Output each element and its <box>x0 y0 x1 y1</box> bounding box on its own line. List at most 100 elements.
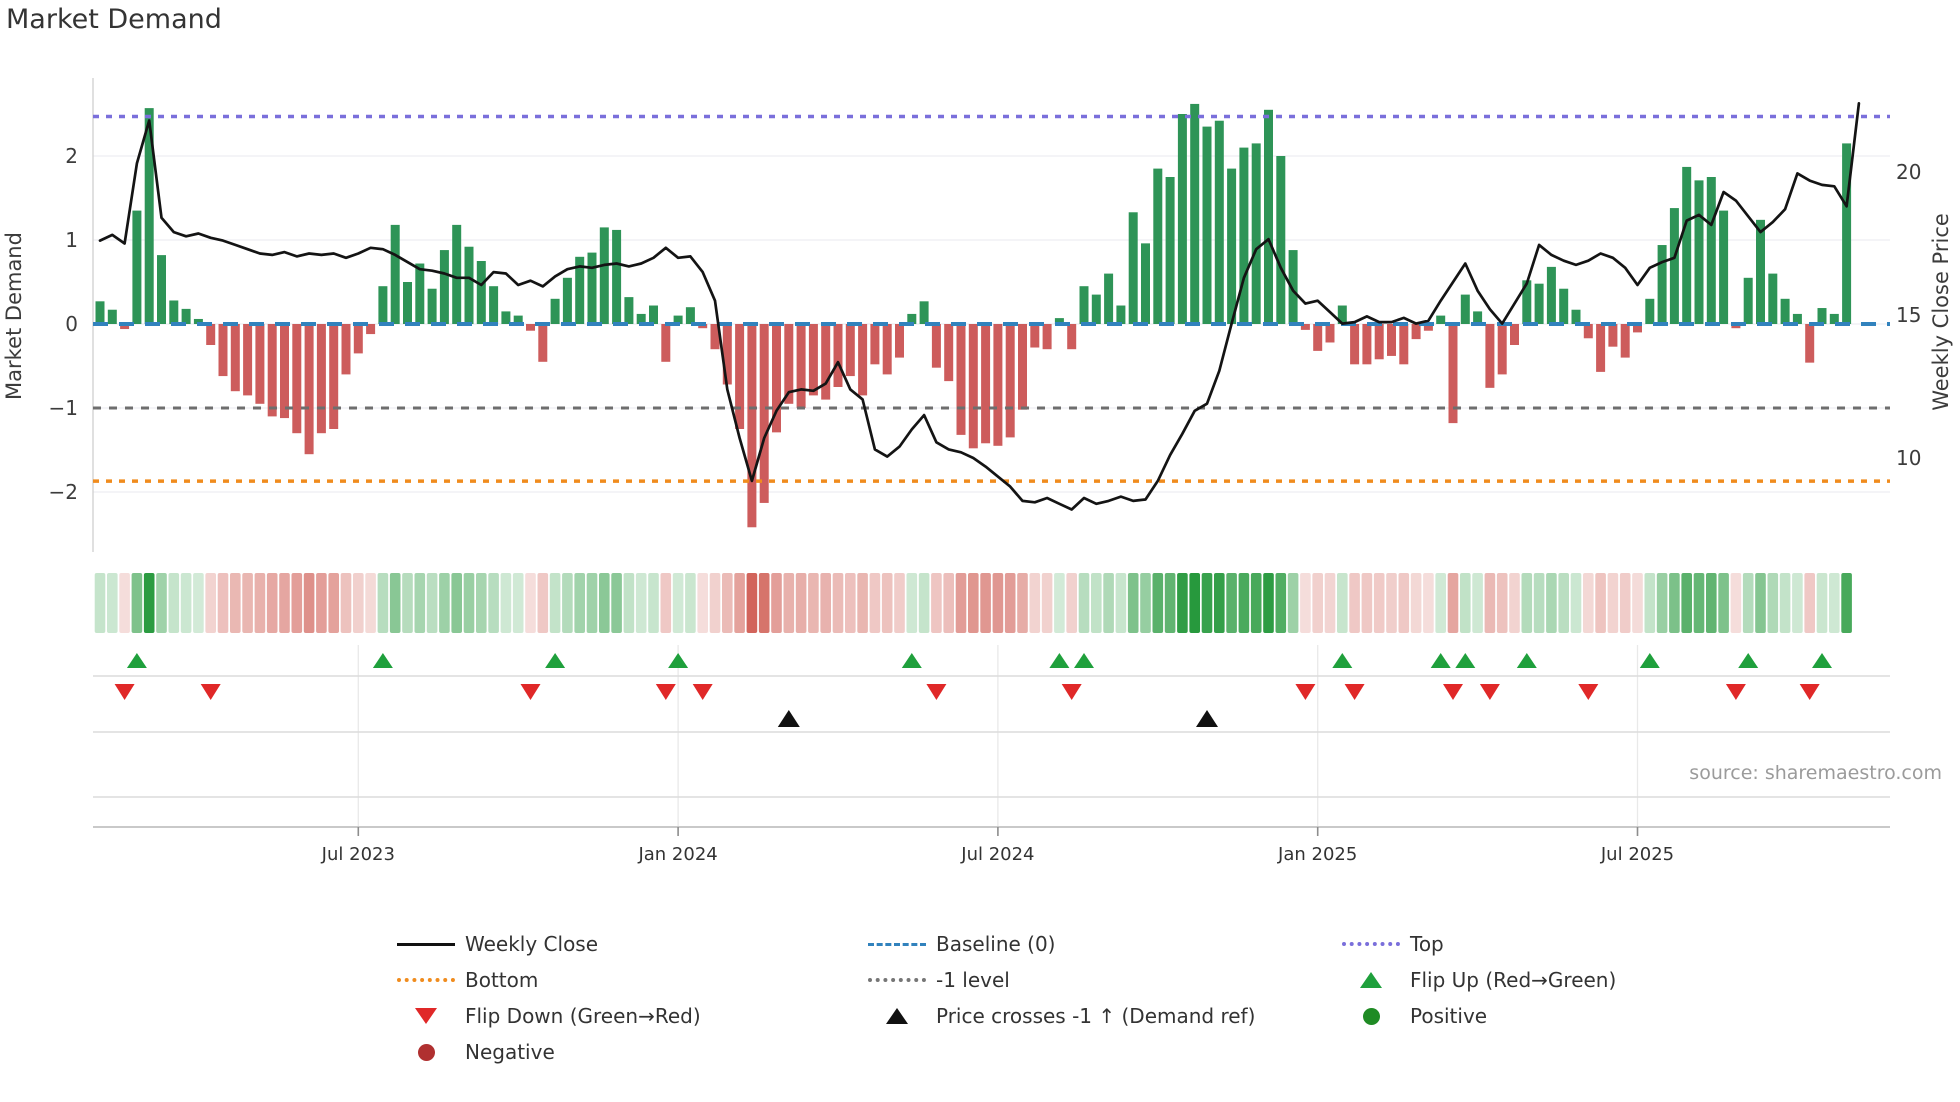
demand-bar-positive <box>95 301 105 324</box>
demand-bar-negative <box>1805 324 1815 363</box>
demand-bar-negative <box>292 324 302 434</box>
heatmap-cell <box>1595 573 1606 633</box>
demand-bar-negative <box>772 324 781 433</box>
demand-bar-positive <box>390 224 400 324</box>
heatmap-cell <box>820 573 831 633</box>
flip-down-marker <box>692 684 713 700</box>
heatmap-cell <box>758 573 770 633</box>
heatmap-cell <box>328 573 339 633</box>
heatmap-cell <box>525 573 536 633</box>
market-demand-chart: Jul 2023 Jan 2024 Jul 2024 Jan 2025 Jul 2025… <box>49 78 1921 865</box>
heatmap-cell <box>1238 573 1250 633</box>
flip-up-marker <box>1639 653 1660 668</box>
heatmap-cell <box>1509 573 1520 633</box>
weekly-close-line-icon <box>397 942 455 946</box>
flip-up-marker <box>1049 653 1070 668</box>
heatmap-cell <box>1054 573 1065 633</box>
heatmap-cell <box>722 573 733 633</box>
demand-bar-positive <box>169 300 179 324</box>
heatmap-cell <box>549 573 561 633</box>
demand-bar-negative <box>206 324 216 345</box>
demand-bar-negative <box>243 324 253 396</box>
demand-axis-tick-label: 1 <box>65 228 78 252</box>
demand-bar-negative <box>845 324 855 377</box>
demand-axis-tick-label: −1 <box>49 396 78 420</box>
heatmap-cell <box>1706 573 1717 633</box>
heatmap-cell <box>1177 573 1188 633</box>
demand-bar-positive <box>1682 166 1692 324</box>
flip-down-marker <box>1799 684 1820 700</box>
demand-bar-positive <box>1768 273 1778 324</box>
heatmap-cell <box>697 573 708 633</box>
demand-bar-positive <box>1719 210 1729 324</box>
heatmap-cell <box>1755 573 1766 633</box>
demand-bar-positive <box>107 309 117 324</box>
heatmap-cell <box>623 573 635 633</box>
demand-bar-negative <box>1596 324 1606 372</box>
legend-item-flip-up: Flip Up (Red→Green) <box>1342 962 1616 998</box>
legend-column-3: Top Flip Up (Red→Green) Positive <box>1342 926 1616 1034</box>
flip-down-marker <box>1061 684 1082 700</box>
demand-bar-positive <box>415 263 425 324</box>
demand-bar-positive <box>1534 283 1544 324</box>
heatmap-cell <box>1337 573 1348 633</box>
heatmap-cell <box>1398 573 1410 633</box>
heatmap-cell <box>94 573 106 633</box>
demand-bar-positive <box>1337 305 1347 324</box>
heatmap-cell <box>1607 573 1619 633</box>
demand-bar-positive <box>1694 180 1704 324</box>
demand-bar-positive <box>1239 147 1249 324</box>
source-attribution: source: sharemaestro.com <box>1689 762 1942 784</box>
demand-bar-negative <box>1313 324 1323 351</box>
demand-bar-positive <box>1141 243 1150 324</box>
heatmap-cell <box>402 573 413 633</box>
x-axis-tick-label: Jul 2024 <box>960 844 1034 865</box>
demand-bar-negative <box>1620 324 1630 358</box>
flip-down-marker <box>1479 684 1500 700</box>
demand-bar-negative <box>796 324 806 408</box>
demand-bar-positive <box>1264 109 1273 324</box>
heatmap-cell <box>783 573 795 633</box>
x-axis-tick-label: Jan 2024 <box>637 844 717 865</box>
flip-down-marker <box>1578 684 1599 700</box>
price-axis-tick-label: 20 <box>1896 160 1921 184</box>
heatmap-cell <box>1349 573 1360 633</box>
heatmap-cell <box>943 573 954 633</box>
demand-bar-positive <box>1079 286 1089 324</box>
demand-bar-positive <box>144 108 154 325</box>
demand-bar-positive <box>612 229 622 324</box>
demand-bar-positive <box>193 318 203 324</box>
flip-up-marker <box>668 653 689 668</box>
legend-item-baseline: Baseline (0) <box>868 926 1255 962</box>
legend-item-weekly-close: Weekly Close <box>397 926 701 962</box>
heatmap-cell <box>894 573 905 633</box>
price-cross-marker <box>777 710 800 727</box>
heatmap-cell <box>635 573 647 633</box>
x-axis-tick-label: Jul 2025 <box>1600 844 1674 865</box>
legend-label: Flip Up (Red→Green) <box>1410 968 1617 992</box>
heatmap-cell <box>451 573 462 633</box>
heatmap-cell <box>107 573 118 633</box>
demand-bar-positive <box>1153 168 1163 324</box>
legend-item-minus-one-level: -1 level <box>868 962 1255 998</box>
flip-up-triangle-icon <box>1342 972 1400 988</box>
heatmap-cell <box>955 573 967 633</box>
demand-bar-positive <box>550 298 560 324</box>
heatmap-cell <box>156 573 167 633</box>
demand-bar-negative <box>1633 324 1642 333</box>
flip-up-marker <box>1332 653 1353 668</box>
demand-bar-positive <box>464 246 474 324</box>
heatmap-cell <box>660 573 672 633</box>
heatmap-cell <box>1103 573 1114 633</box>
demand-bar-negative <box>1510 324 1519 345</box>
heatmap-cell <box>1804 573 1815 633</box>
demand-bar-positive <box>403 282 412 324</box>
heatmap-cell <box>1324 573 1336 633</box>
demand-bar-positive <box>599 227 609 324</box>
heatmap-cell <box>980 573 991 633</box>
demand-bar-positive <box>1817 308 1827 324</box>
legend-label: Bottom <box>465 968 539 992</box>
heatmap-cell <box>857 573 868 633</box>
price-cross-marker <box>1196 710 1218 727</box>
